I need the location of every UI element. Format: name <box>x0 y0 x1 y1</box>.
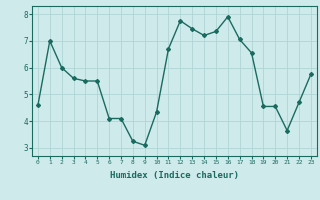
X-axis label: Humidex (Indice chaleur): Humidex (Indice chaleur) <box>110 171 239 180</box>
